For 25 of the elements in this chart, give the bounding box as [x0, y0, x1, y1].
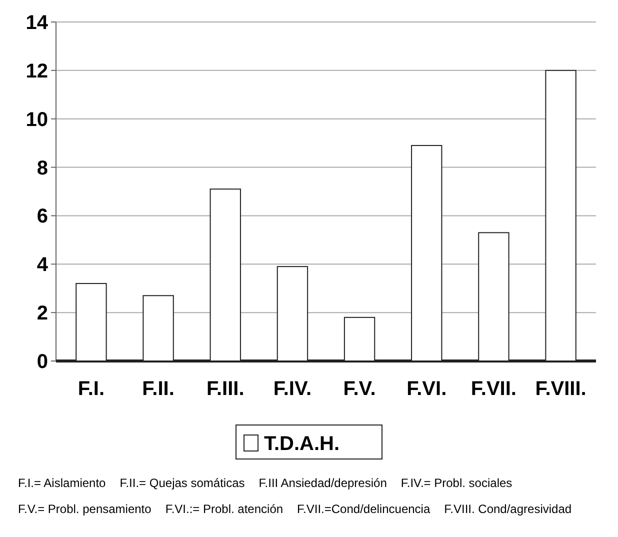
y-tick-label: 0 — [36, 351, 48, 373]
x-tick-label: F.V. — [343, 378, 376, 400]
y-tick-label: 14 — [26, 12, 49, 34]
x-tick-label: F.VI. — [406, 378, 447, 400]
x-tick-label: F.I. — [78, 378, 105, 400]
text: F.V.= Probl. pensamiento — [18, 502, 152, 516]
text: F.IV.= Probl. sociales — [400, 476, 512, 490]
text: F.VI.:= Probl. atención — [165, 502, 284, 516]
y-tick-label: 2 — [36, 302, 48, 325]
y-tick-label: 6 — [36, 206, 48, 228]
x-tick-label: F.VII. — [470, 378, 516, 400]
text: F.VII.=Cond/delincuencia — [297, 502, 430, 516]
text: F.III Ansiedad/depresión — [258, 476, 387, 490]
y-tick-label: 4 — [36, 254, 49, 276]
x-tick-label: F.VIII. — [535, 378, 586, 400]
y-tick-label: 10 — [26, 108, 48, 131]
x-tick-label: F.III. — [206, 378, 244, 400]
legend-label: T.D.A.H. — [264, 433, 340, 455]
y-tick-label: 8 — [36, 157, 48, 180]
y-tick-label: 12 — [26, 60, 48, 82]
text: F.I.= Aislamiento — [18, 476, 106, 490]
x-tick-label: F.IV. — [273, 378, 312, 400]
text: F.II.= Quejas somáticas — [120, 476, 245, 490]
text: F.VIII. Cond/agresividad — [444, 502, 572, 516]
x-tick-label: F.II. — [142, 378, 174, 400]
